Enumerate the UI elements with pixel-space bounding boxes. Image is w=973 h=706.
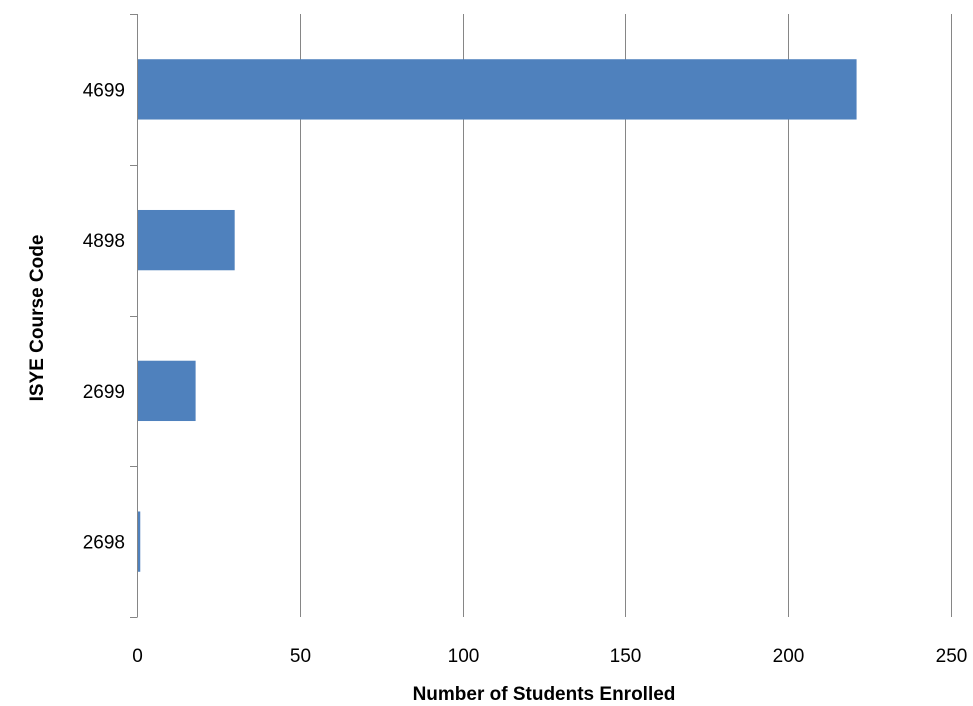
y-tick-labels: 4699 4898 2699 2698 bbox=[83, 80, 125, 553]
bars bbox=[138, 59, 857, 572]
x-tick-label-100: 100 bbox=[448, 646, 480, 667]
x-tick-label-250: 250 bbox=[936, 646, 968, 667]
axes bbox=[130, 14, 138, 618]
x-tick-label-50: 50 bbox=[290, 646, 311, 667]
x-tick-label-200: 200 bbox=[773, 646, 805, 667]
bar-2698 bbox=[138, 511, 141, 572]
bar-4699 bbox=[138, 59, 857, 120]
y-tick-label-4898: 4898 bbox=[83, 231, 125, 252]
y-axis-title: ISYE Course Code bbox=[27, 235, 48, 402]
x-tick-labels: 0 50 100 150 200 250 bbox=[132, 646, 967, 667]
y-tick-label-2698: 2698 bbox=[83, 533, 125, 554]
y-tick-label-4699: 4699 bbox=[83, 80, 125, 101]
x-tick-label-0: 0 bbox=[132, 646, 143, 667]
x-axis-title: Number of Students Enrolled bbox=[413, 684, 676, 705]
y-tick-label-2699: 2699 bbox=[83, 382, 125, 403]
x-tick-label-150: 150 bbox=[610, 646, 642, 667]
bar-4898 bbox=[138, 209, 235, 271]
bar-2699 bbox=[138, 360, 196, 422]
